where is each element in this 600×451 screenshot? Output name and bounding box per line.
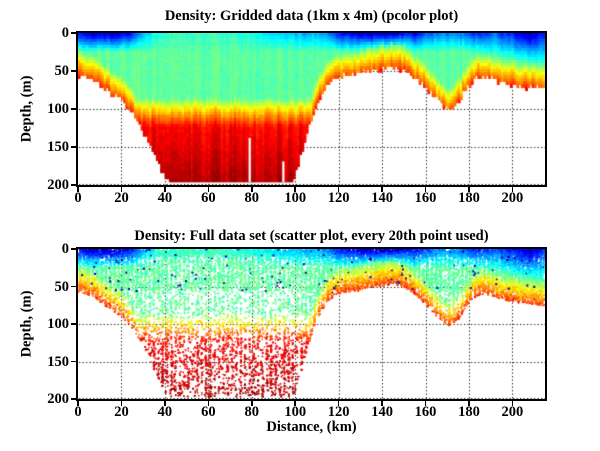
y-tick-label: 150 bbox=[47, 139, 69, 155]
x-tick bbox=[120, 401, 123, 406]
x-tick bbox=[511, 187, 514, 192]
scatter-title: Density: Full data set (scatter plot, ev… bbox=[134, 228, 489, 244]
x-tick bbox=[381, 401, 383, 406]
x-tick-label: 0 bbox=[74, 190, 82, 206]
y-tick bbox=[71, 70, 76, 72]
y-tick bbox=[71, 184, 76, 186]
x-tick-label: 20 bbox=[114, 404, 129, 420]
y-tick-label: 50 bbox=[54, 278, 70, 295]
x-tick-label: 180 bbox=[458, 404, 480, 420]
x-tick bbox=[251, 401, 253, 406]
x-tick-label: 40 bbox=[157, 190, 173, 206]
x-tick bbox=[77, 187, 79, 192]
y-tick-label: 200 bbox=[47, 177, 69, 193]
y-tick-label: 100 bbox=[47, 101, 69, 117]
x-tick-label: 120 bbox=[327, 404, 350, 420]
x-tick-label: 40 bbox=[157, 404, 173, 420]
y-tick-label: 0 bbox=[61, 241, 69, 257]
x-tick bbox=[511, 401, 514, 406]
y-tick-label: 200 bbox=[47, 391, 69, 407]
y-tick bbox=[71, 146, 76, 148]
y-tick bbox=[71, 360, 76, 363]
x-tick bbox=[251, 187, 253, 192]
x-tick bbox=[381, 187, 383, 192]
x-tick bbox=[164, 187, 166, 192]
pcolor-title: Density: Gridded data (1km x 4m) (pcolor… bbox=[164, 8, 459, 24]
x-tick-label: 100 bbox=[284, 404, 307, 420]
x-tick bbox=[468, 187, 470, 192]
x-axis-label: Distance, (km) bbox=[266, 419, 357, 435]
x-tick bbox=[468, 401, 470, 406]
x-tick-label: 80 bbox=[244, 190, 260, 206]
x-tick bbox=[207, 401, 210, 406]
x-tick-label: 60 bbox=[201, 404, 216, 420]
x-tick bbox=[164, 401, 166, 406]
x-tick bbox=[77, 401, 79, 406]
x-tick-label: 140 bbox=[371, 404, 393, 420]
x-tick-label: 200 bbox=[501, 404, 524, 420]
x-tick bbox=[337, 187, 340, 192]
y-tick-label: 100 bbox=[47, 316, 69, 332]
x-tick-label: 60 bbox=[201, 190, 216, 206]
y-tick-label: 0 bbox=[61, 25, 69, 41]
x-tick-label: 140 bbox=[371, 190, 393, 206]
x-tick bbox=[337, 401, 340, 406]
scatter-canvas bbox=[78, 249, 545, 399]
x-tick bbox=[424, 187, 427, 192]
x-tick bbox=[424, 401, 427, 406]
y-tick bbox=[71, 398, 76, 400]
x-tick-label: 80 bbox=[244, 404, 260, 420]
y-tick bbox=[71, 248, 76, 250]
x-tick-label: 120 bbox=[327, 190, 350, 206]
x-tick-label: 160 bbox=[414, 404, 437, 420]
y-tick bbox=[71, 32, 76, 34]
x-tick-label: 100 bbox=[284, 190, 307, 206]
pcolor-axes bbox=[76, 31, 547, 187]
y-tick bbox=[71, 108, 76, 110]
y-tick-label: 50 bbox=[54, 63, 70, 79]
x-tick bbox=[294, 401, 296, 406]
x-tick bbox=[294, 187, 296, 192]
x-tick-label: 180 bbox=[458, 190, 480, 206]
x-tick bbox=[207, 187, 210, 192]
y-tick bbox=[71, 323, 76, 325]
pcolor-canvas bbox=[78, 33, 545, 185]
x-tick bbox=[120, 187, 123, 192]
scatter-axes bbox=[76, 247, 547, 401]
x-tick-label: 200 bbox=[501, 190, 524, 206]
y-tick-label: 150 bbox=[47, 353, 69, 370]
x-tick-label: 160 bbox=[414, 190, 437, 206]
x-tick-label: 20 bbox=[114, 190, 129, 206]
y-tick bbox=[71, 285, 76, 288]
x-tick-label: 0 bbox=[74, 404, 82, 420]
